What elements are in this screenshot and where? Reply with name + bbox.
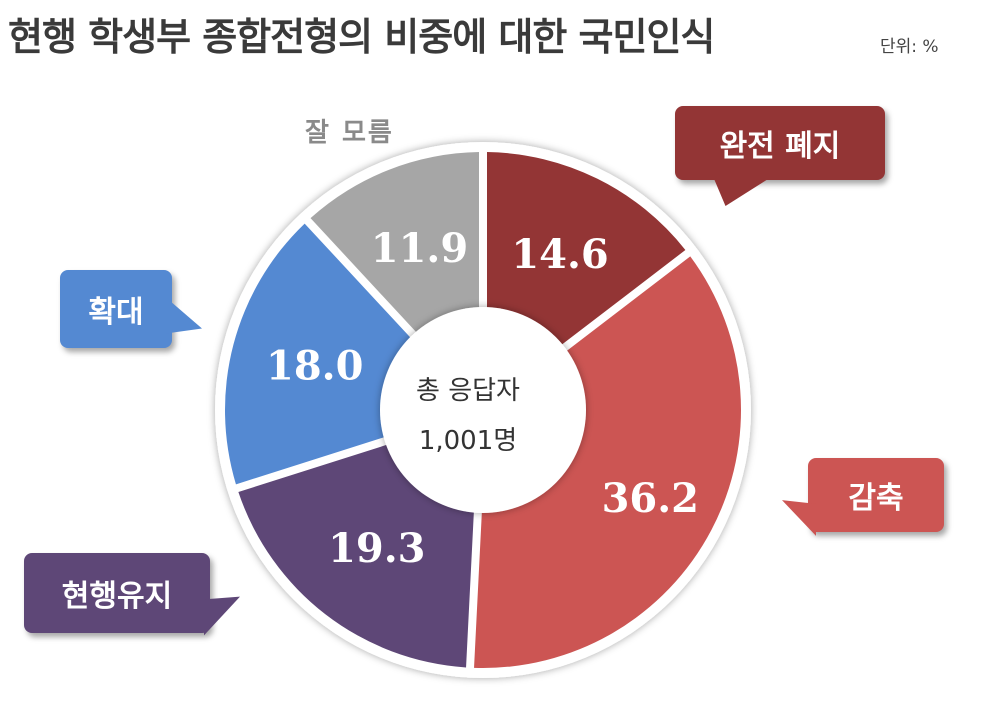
slice-dont-know [310,152,480,342]
callout-full-abolition-label: 완전 폐지 [719,129,841,164]
chart-title: 현행 학생부 종합전형의 비중에 대한 국민인식 [8,15,715,59]
callout-maintain-label: 현행유지 [61,579,173,614]
callout-reduce: 감축 [782,458,944,536]
slice-expand [225,223,419,485]
value-label-maintain: 19.3 [328,525,425,572]
center-total-label: 총 응답자 [416,376,520,406]
donut-hole [380,307,586,513]
callout-expand: 확대 [60,270,202,348]
slice-full-abolition [486,152,686,353]
callout-expand-label: 확대 [88,295,144,330]
value-label-dont-know: 11.9 [371,225,468,272]
slice-maintain [238,441,475,668]
unit-label: 단위: % [880,37,939,57]
callout-full-abolition: 완전 폐지 [675,106,885,206]
value-label-expand: 18.0 [266,343,363,390]
value-label-full-abolition: 14.6 [511,231,608,278]
label-dont-know: 잘 모름 [305,118,394,148]
slice-reduce [474,256,742,668]
center-total-count: 1,001명 [418,426,518,456]
callout-reduce-label: 감축 [848,481,904,516]
value-label-reduce: 36.2 [602,475,699,522]
callout-maintain: 현행유지 [24,553,240,636]
